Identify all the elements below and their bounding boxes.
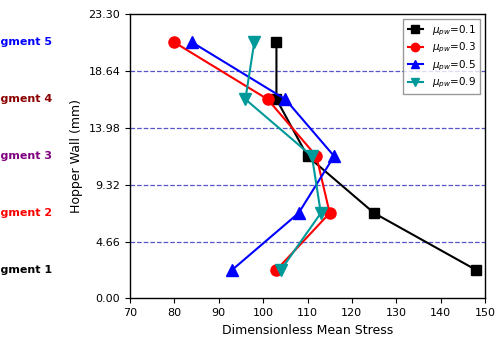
Text: Segment 3: Segment 3 xyxy=(0,151,52,161)
Text: Segment 4: Segment 4 xyxy=(0,94,52,104)
Legend: $\mu_{pw}$=0.1, $\mu_{pw}$=0.3, $\mu_{pw}$=0.5, $\mu_{pw}$=0.9: $\mu_{pw}$=0.1, $\mu_{pw}$=0.3, $\mu_{pw… xyxy=(404,19,480,94)
X-axis label: Dimensionless Mean Stress: Dimensionless Mean Stress xyxy=(222,324,393,337)
Text: Segment 1: Segment 1 xyxy=(0,265,52,275)
Text: Segment 5: Segment 5 xyxy=(0,37,52,47)
Text: Segment 2: Segment 2 xyxy=(0,208,52,218)
Y-axis label: Hopper Wall (mm): Hopper Wall (mm) xyxy=(70,99,83,213)
